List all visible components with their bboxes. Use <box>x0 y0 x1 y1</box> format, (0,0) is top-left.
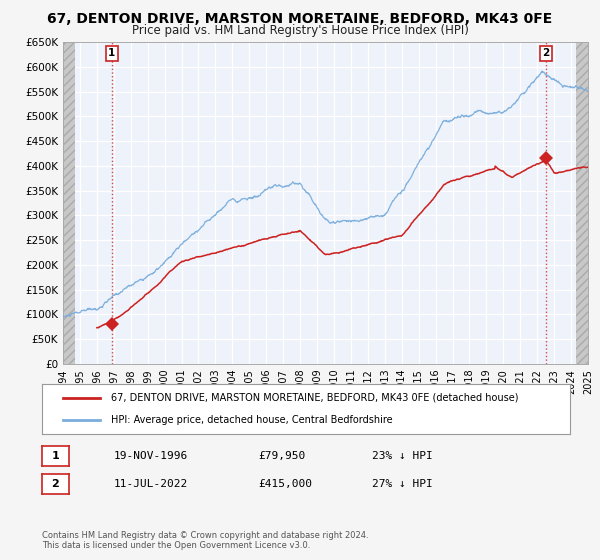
Text: 2: 2 <box>52 479 59 489</box>
Bar <box>63 42 75 364</box>
Text: Contains HM Land Registry data © Crown copyright and database right 2024.
This d: Contains HM Land Registry data © Crown c… <box>42 530 368 550</box>
Text: £415,000: £415,000 <box>258 479 312 489</box>
Bar <box>576 42 588 364</box>
Text: £79,950: £79,950 <box>258 451 305 461</box>
Text: 67, DENTON DRIVE, MARSTON MORETAINE, BEDFORD, MK43 0FE (detached house): 67, DENTON DRIVE, MARSTON MORETAINE, BED… <box>110 393 518 403</box>
Text: 1: 1 <box>52 451 59 461</box>
Text: 27% ↓ HPI: 27% ↓ HPI <box>372 479 433 489</box>
Text: 67, DENTON DRIVE, MARSTON MORETAINE, BEDFORD, MK43 0FE: 67, DENTON DRIVE, MARSTON MORETAINE, BED… <box>47 12 553 26</box>
Text: Price paid vs. HM Land Registry's House Price Index (HPI): Price paid vs. HM Land Registry's House … <box>131 24 469 36</box>
Text: 1: 1 <box>108 48 115 58</box>
Text: 11-JUL-2022: 11-JUL-2022 <box>114 479 188 489</box>
Text: HPI: Average price, detached house, Central Bedfordshire: HPI: Average price, detached house, Cent… <box>110 415 392 425</box>
Text: 2: 2 <box>542 48 550 58</box>
Text: 19-NOV-1996: 19-NOV-1996 <box>114 451 188 461</box>
Text: 23% ↓ HPI: 23% ↓ HPI <box>372 451 433 461</box>
